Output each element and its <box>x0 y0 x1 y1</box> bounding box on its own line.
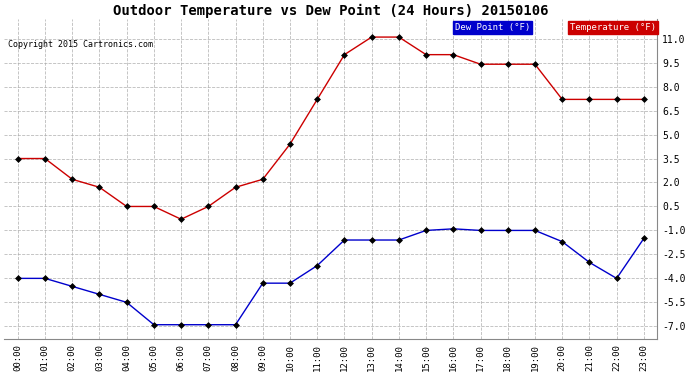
Title: Outdoor Temperature vs Dew Point (24 Hours) 20150106: Outdoor Temperature vs Dew Point (24 Hou… <box>113 4 549 18</box>
Text: Temperature (°F): Temperature (°F) <box>570 23 656 32</box>
Text: Dew Point (°F): Dew Point (°F) <box>455 23 530 32</box>
Text: Copyright 2015 Cartronics.com: Copyright 2015 Cartronics.com <box>8 40 152 49</box>
